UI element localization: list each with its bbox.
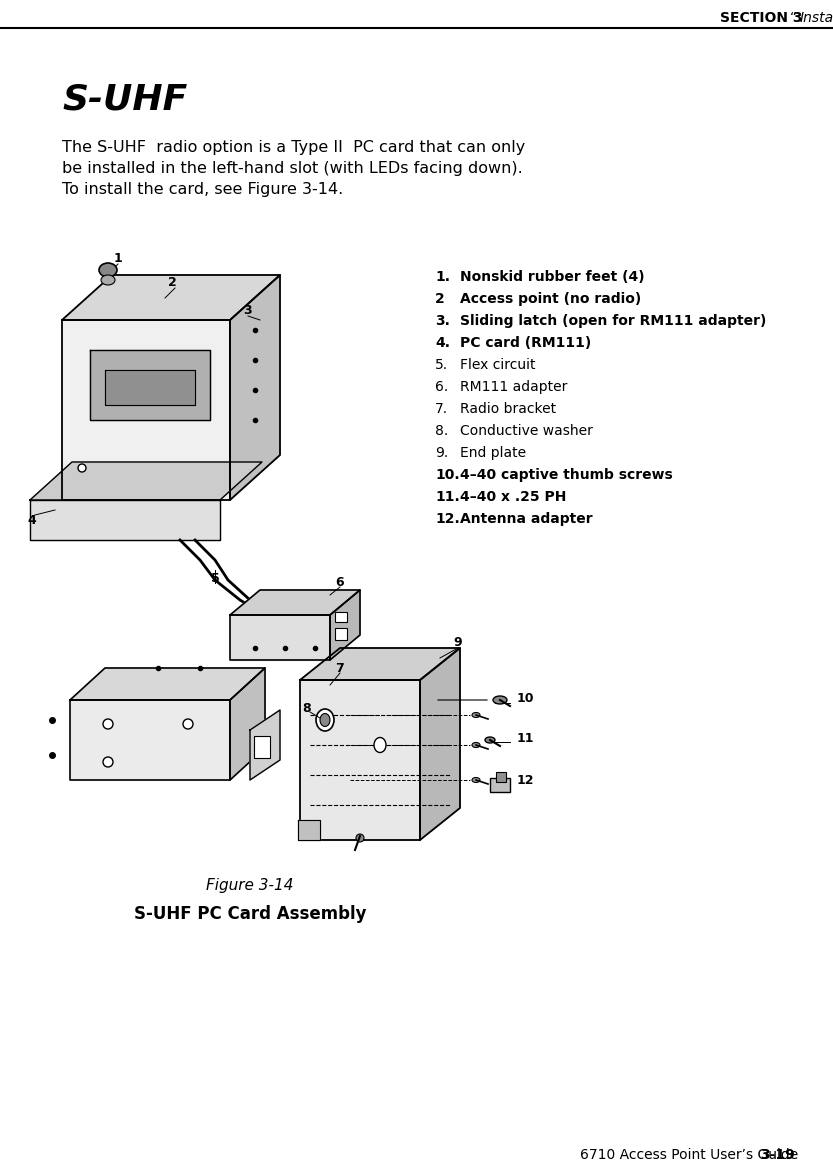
Ellipse shape [316, 709, 334, 730]
Polygon shape [330, 589, 360, 661]
Text: 1: 1 [113, 252, 122, 264]
Bar [254, 736, 270, 758]
Text: 4.: 4. [435, 336, 450, 350]
Text: Antenna adapter: Antenna adapter [460, 511, 592, 527]
Text: 7.: 7. [435, 402, 448, 416]
Text: 4: 4 [27, 514, 37, 527]
Polygon shape [90, 350, 210, 421]
Text: Figure 3-14: Figure 3-14 [207, 878, 294, 894]
Text: Installation: Installation [800, 10, 833, 24]
Text: 3: 3 [244, 304, 252, 317]
Polygon shape [230, 615, 330, 661]
Polygon shape [298, 820, 320, 840]
Text: 9: 9 [454, 636, 462, 650]
Polygon shape [62, 275, 280, 320]
Text: End plate: End plate [460, 446, 526, 460]
Ellipse shape [320, 713, 330, 727]
Text: 5: 5 [211, 572, 219, 585]
Polygon shape [70, 668, 265, 700]
Polygon shape [300, 680, 420, 840]
Text: 3-19: 3-19 [760, 1148, 795, 1162]
Text: 4–40 captive thumb screws: 4–40 captive thumb screws [460, 468, 673, 482]
Text: Nonskid rubber feet (4): Nonskid rubber feet (4) [460, 270, 645, 284]
Text: 10.: 10. [435, 468, 460, 482]
Text: 1.: 1. [435, 270, 450, 284]
Text: 4–40 x .25 PH: 4–40 x .25 PH [460, 490, 566, 504]
Polygon shape [30, 463, 262, 500]
Text: Radio bracket: Radio bracket [460, 402, 556, 416]
Text: Conductive washer: Conductive washer [460, 424, 593, 438]
Ellipse shape [472, 713, 480, 718]
Text: 12.: 12. [435, 511, 460, 527]
Text: 10: 10 [516, 692, 534, 705]
Text: 8: 8 [302, 701, 312, 714]
Text: 11.: 11. [435, 490, 460, 504]
Polygon shape [300, 648, 460, 680]
Ellipse shape [103, 757, 113, 767]
Text: The S-UHF  radio option is a Type II  PC card that can only: The S-UHF radio option is a Type II PC c… [62, 140, 526, 155]
Text: 3.: 3. [435, 315, 450, 329]
Ellipse shape [374, 737, 386, 753]
Polygon shape [230, 275, 280, 500]
Text: be installed in the left-hand slot (with LEDs facing down).: be installed in the left-hand slot (with… [62, 161, 523, 176]
Ellipse shape [101, 275, 115, 285]
Text: Sliding latch (open for RM111 adapter): Sliding latch (open for RM111 adapter) [460, 315, 766, 329]
Ellipse shape [356, 834, 364, 842]
Text: 6: 6 [336, 576, 344, 588]
Text: 6710 Access Point User’s Guide: 6710 Access Point User’s Guide [580, 1148, 816, 1162]
Ellipse shape [78, 464, 86, 472]
Ellipse shape [472, 742, 480, 748]
Text: S-UHF PC Card Assembly: S-UHF PC Card Assembly [134, 905, 367, 923]
Bar [335, 628, 347, 640]
Ellipse shape [472, 777, 480, 783]
Polygon shape [30, 500, 220, 541]
Text: 8.: 8. [435, 424, 448, 438]
Text: Flex circuit: Flex circuit [460, 358, 536, 372]
Text: “: “ [790, 10, 797, 24]
Text: 7: 7 [336, 662, 344, 675]
Bar [496, 772, 506, 782]
Text: 12: 12 [516, 774, 534, 786]
Ellipse shape [103, 719, 113, 729]
Text: PC card (RM111): PC card (RM111) [460, 336, 591, 350]
Text: RM111 adapter: RM111 adapter [460, 380, 567, 394]
Polygon shape [230, 668, 265, 781]
Text: 11: 11 [516, 732, 534, 744]
Text: S-UHF: S-UHF [62, 82, 187, 116]
Polygon shape [420, 648, 460, 840]
Ellipse shape [485, 737, 495, 743]
Bar [335, 612, 347, 622]
Text: 9.: 9. [435, 446, 448, 460]
Polygon shape [230, 589, 360, 615]
Text: 6.: 6. [435, 380, 448, 394]
Text: SECTION 3: SECTION 3 [720, 10, 802, 24]
Polygon shape [62, 320, 230, 500]
Bar [490, 778, 510, 792]
Text: 2: 2 [435, 292, 445, 306]
Text: To install the card, see Figure 3-14.: To install the card, see Figure 3-14. [62, 182, 343, 197]
Text: 2: 2 [167, 275, 177, 289]
Ellipse shape [493, 696, 507, 704]
Polygon shape [250, 709, 280, 781]
Text: Access point (no radio): Access point (no radio) [460, 292, 641, 306]
Polygon shape [105, 370, 195, 405]
Text: 5.: 5. [435, 358, 448, 372]
Ellipse shape [183, 719, 193, 729]
Ellipse shape [99, 263, 117, 277]
Polygon shape [70, 700, 230, 781]
